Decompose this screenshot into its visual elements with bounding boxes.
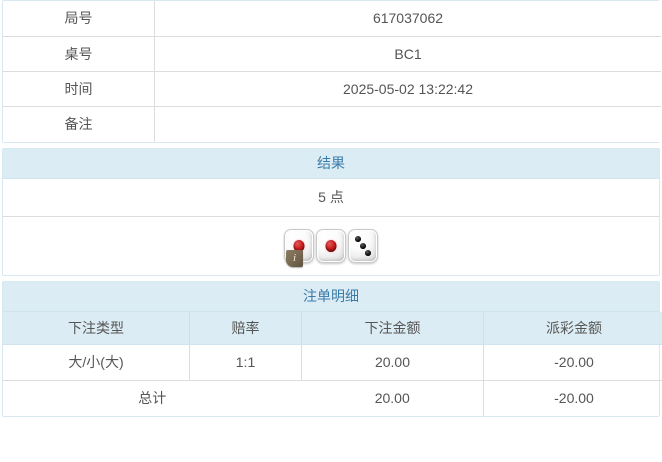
dice-group: i (284, 228, 378, 267)
cell-odds: 1:1 (189, 344, 302, 381)
die-pip-black (360, 242, 366, 249)
die-2 (316, 228, 346, 263)
table-row: 时间 2025-05-02 13:22:42 (3, 71, 661, 107)
die-pip-black (355, 235, 361, 242)
cell-total-amount: 20.00 (301, 380, 484, 416)
die-1: i (284, 228, 314, 267)
column-header-payout: 派彩金额 (483, 311, 662, 345)
die-pip-red (325, 239, 337, 252)
info-value-remark (155, 106, 662, 142)
table-row: 备注 (3, 106, 661, 142)
table-row: 大/小(大) 1:1 20.00 -20.00 (3, 344, 662, 381)
bet-detail-panel: 注单明细 下注类型 赔率 下注金额 派彩金额 大/小(大) 1:1 20.00 … (2, 280, 662, 417)
table-row: 桌号 BC1 (3, 36, 661, 72)
result-panel: 结果 5 点 i (2, 147, 660, 276)
cell-total-label: 总计 (138, 390, 167, 406)
table-total-row: 总计 20.00 -20.00 (3, 380, 662, 416)
bet-detail-section-header: 注单明细 (3, 281, 659, 312)
die-pip-red (293, 239, 305, 252)
info-label-table-no: 桌号 (3, 36, 155, 72)
info-value-round-no: 617037062 (154, 1, 661, 37)
cell-total-payout: -20.00 (554, 390, 594, 406)
result-section-header: 结果 (3, 148, 659, 179)
die-pip-black (365, 249, 371, 256)
column-header-odds: 赔率 (189, 311, 302, 345)
round-info-table: 局号 617037062 桌号 BC1 时间 2025-05-02 13:22:… (3, 1, 661, 142)
info-label-remark: 备注 (3, 106, 155, 142)
round-info-panel: 局号 617037062 桌号 BC1 时间 2025-05-02 13:22:… (2, 0, 661, 143)
table-row: 局号 617037062 (3, 1, 661, 37)
info-label-round-no: 局号 (3, 1, 155, 37)
dice-row: i (3, 217, 659, 275)
die-3 (348, 228, 378, 263)
info-label-time: 时间 (3, 71, 155, 107)
column-header-bet-type: 下注类型 (3, 311, 190, 345)
column-header-bet-amount: 下注金额 (301, 311, 484, 345)
cell-bet-type: 大/小(大) (3, 344, 190, 381)
info-value-time: 2025-05-02 13:22:42 (154, 71, 661, 107)
cell-payout: -20.00 (483, 344, 662, 381)
cell-bet-amount: 20.00 (301, 344, 484, 381)
info-value-table-no: BC1 (154, 36, 661, 72)
result-points-text: 5 点 (3, 179, 659, 217)
table-header-row: 下注类型 赔率 下注金额 派彩金额 (3, 311, 662, 345)
bet-detail-table: 下注类型 赔率 下注金额 派彩金额 大/小(大) 1:1 20.00 -20.0… (3, 311, 662, 416)
info-icon[interactable]: i (286, 249, 303, 267)
